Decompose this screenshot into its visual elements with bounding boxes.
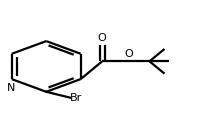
Text: N: N <box>6 82 15 92</box>
Text: Br: Br <box>70 93 82 103</box>
Text: O: O <box>125 49 134 59</box>
Text: O: O <box>98 33 107 43</box>
